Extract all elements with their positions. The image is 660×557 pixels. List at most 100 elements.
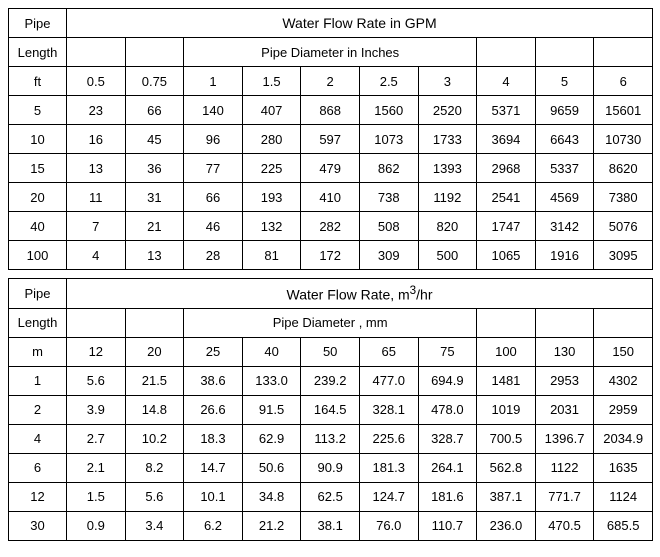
value-cell: 738 [359, 183, 418, 212]
table-row: 42.710.218.362.9113.2225.6328.7700.51396… [9, 424, 653, 453]
empty-cell [125, 308, 184, 337]
value-cell: 31 [125, 183, 184, 212]
value-cell: 5337 [535, 154, 594, 183]
header-unit: ft [9, 67, 67, 96]
value-cell: 5076 [594, 212, 653, 241]
table-row: 201131661934107381192254145697380 [9, 183, 653, 212]
table-row: Length Pipe Diameter in Inches [9, 38, 653, 67]
value-cell: 6.2 [184, 511, 243, 540]
value-cell: 45 [125, 125, 184, 154]
value-cell: 5371 [477, 96, 536, 125]
value-cell: 3.9 [67, 395, 126, 424]
value-cell: 500 [418, 241, 477, 270]
value-cell: 236.0 [477, 511, 536, 540]
value-cell: 3694 [477, 125, 536, 154]
value-cell: 328.1 [359, 395, 418, 424]
value-cell: 470.5 [535, 511, 594, 540]
value-cell: 862 [359, 154, 418, 183]
value-cell: 1916 [535, 241, 594, 270]
value-cell: 10.2 [125, 424, 184, 453]
value-cell: 4302 [594, 366, 653, 395]
value-cell: 508 [359, 212, 418, 241]
value-cell: 2031 [535, 395, 594, 424]
value-cell: 1192 [418, 183, 477, 212]
table-row: 23.914.826.691.5164.5328.1478.0101920312… [9, 395, 653, 424]
diameter-header: 6 [594, 67, 653, 96]
value-cell: 387.1 [477, 482, 536, 511]
diameter-header: 3 [418, 67, 477, 96]
value-cell: 50.6 [242, 453, 301, 482]
diameter-header: 2.5 [359, 67, 418, 96]
table-row: 4072146132282508820174731425076 [9, 212, 653, 241]
value-cell: 562.8 [477, 453, 536, 482]
value-cell: 1124 [594, 482, 653, 511]
table-row: 300.93.46.221.238.176.0110.7236.0470.568… [9, 511, 653, 540]
length-cell: 10 [9, 125, 67, 154]
empty-cell [594, 308, 653, 337]
value-cell: 124.7 [359, 482, 418, 511]
value-cell: 140 [184, 96, 243, 125]
value-cell: 110.7 [418, 511, 477, 540]
empty-cell [125, 38, 184, 67]
value-cell: 225.6 [359, 424, 418, 453]
value-cell: 8620 [594, 154, 653, 183]
value-cell: 18.3 [184, 424, 243, 453]
empty-cell [477, 308, 536, 337]
table-row: 52366140407868156025205371965915601 [9, 96, 653, 125]
value-cell: 1019 [477, 395, 536, 424]
value-cell: 700.5 [477, 424, 536, 453]
value-cell: 282 [301, 212, 360, 241]
value-cell: 309 [359, 241, 418, 270]
value-cell: 3.4 [125, 511, 184, 540]
value-cell: 4569 [535, 183, 594, 212]
length-cell: 2 [9, 395, 67, 424]
empty-cell [67, 308, 126, 337]
value-cell: 2953 [535, 366, 594, 395]
value-cell: 90.9 [301, 453, 360, 482]
value-cell: 34.8 [242, 482, 301, 511]
value-cell: 76.0 [359, 511, 418, 540]
table-row: 10164596280597107317333694664310730 [9, 125, 653, 154]
subtitle-cell: Pipe Diameter in Inches [184, 38, 477, 67]
value-cell: 2541 [477, 183, 536, 212]
flow-rate-table-m3hr: Pipe Water Flow Rate, m3/hr Length Pipe … [8, 278, 653, 541]
value-cell: 66 [184, 183, 243, 212]
diameter-header-row: m 12 20 25 40 50 65 75 100 130 150 [9, 337, 653, 366]
value-cell: 11 [67, 183, 126, 212]
value-cell: 1073 [359, 125, 418, 154]
value-cell: 239.2 [301, 366, 360, 395]
empty-cell [535, 308, 594, 337]
length-cell: 12 [9, 482, 67, 511]
value-cell: 6643 [535, 125, 594, 154]
header-pipe: Pipe [9, 9, 67, 38]
value-cell: 21 [125, 212, 184, 241]
value-cell: 479 [301, 154, 360, 183]
value-cell: 96 [184, 125, 243, 154]
table-row: Length Pipe Diameter , mm [9, 308, 653, 337]
value-cell: 2968 [477, 154, 536, 183]
value-cell: 21.5 [125, 366, 184, 395]
header-unit: m [9, 337, 67, 366]
value-cell: 1396.7 [535, 424, 594, 453]
value-cell: 1.5 [67, 482, 126, 511]
value-cell: 28 [184, 241, 243, 270]
value-cell: 10730 [594, 125, 653, 154]
diameter-header: 75 [418, 337, 477, 366]
diameter-header: 25 [184, 337, 243, 366]
title-cell: Water Flow Rate, m3/hr [67, 279, 653, 309]
value-cell: 5.6 [125, 482, 184, 511]
value-cell: 15601 [594, 96, 653, 125]
value-cell: 1747 [477, 212, 536, 241]
value-cell: 478.0 [418, 395, 477, 424]
value-cell: 5.6 [67, 366, 126, 395]
value-cell: 7380 [594, 183, 653, 212]
value-cell: 1393 [418, 154, 477, 183]
table-row: 151336772254798621393296853378620 [9, 154, 653, 183]
value-cell: 133.0 [242, 366, 301, 395]
value-cell: 62.5 [301, 482, 360, 511]
table-row: Pipe Water Flow Rate in GPM [9, 9, 653, 38]
value-cell: 21.2 [242, 511, 301, 540]
value-cell: 66 [125, 96, 184, 125]
value-cell: 77 [184, 154, 243, 183]
value-cell: 26.6 [184, 395, 243, 424]
